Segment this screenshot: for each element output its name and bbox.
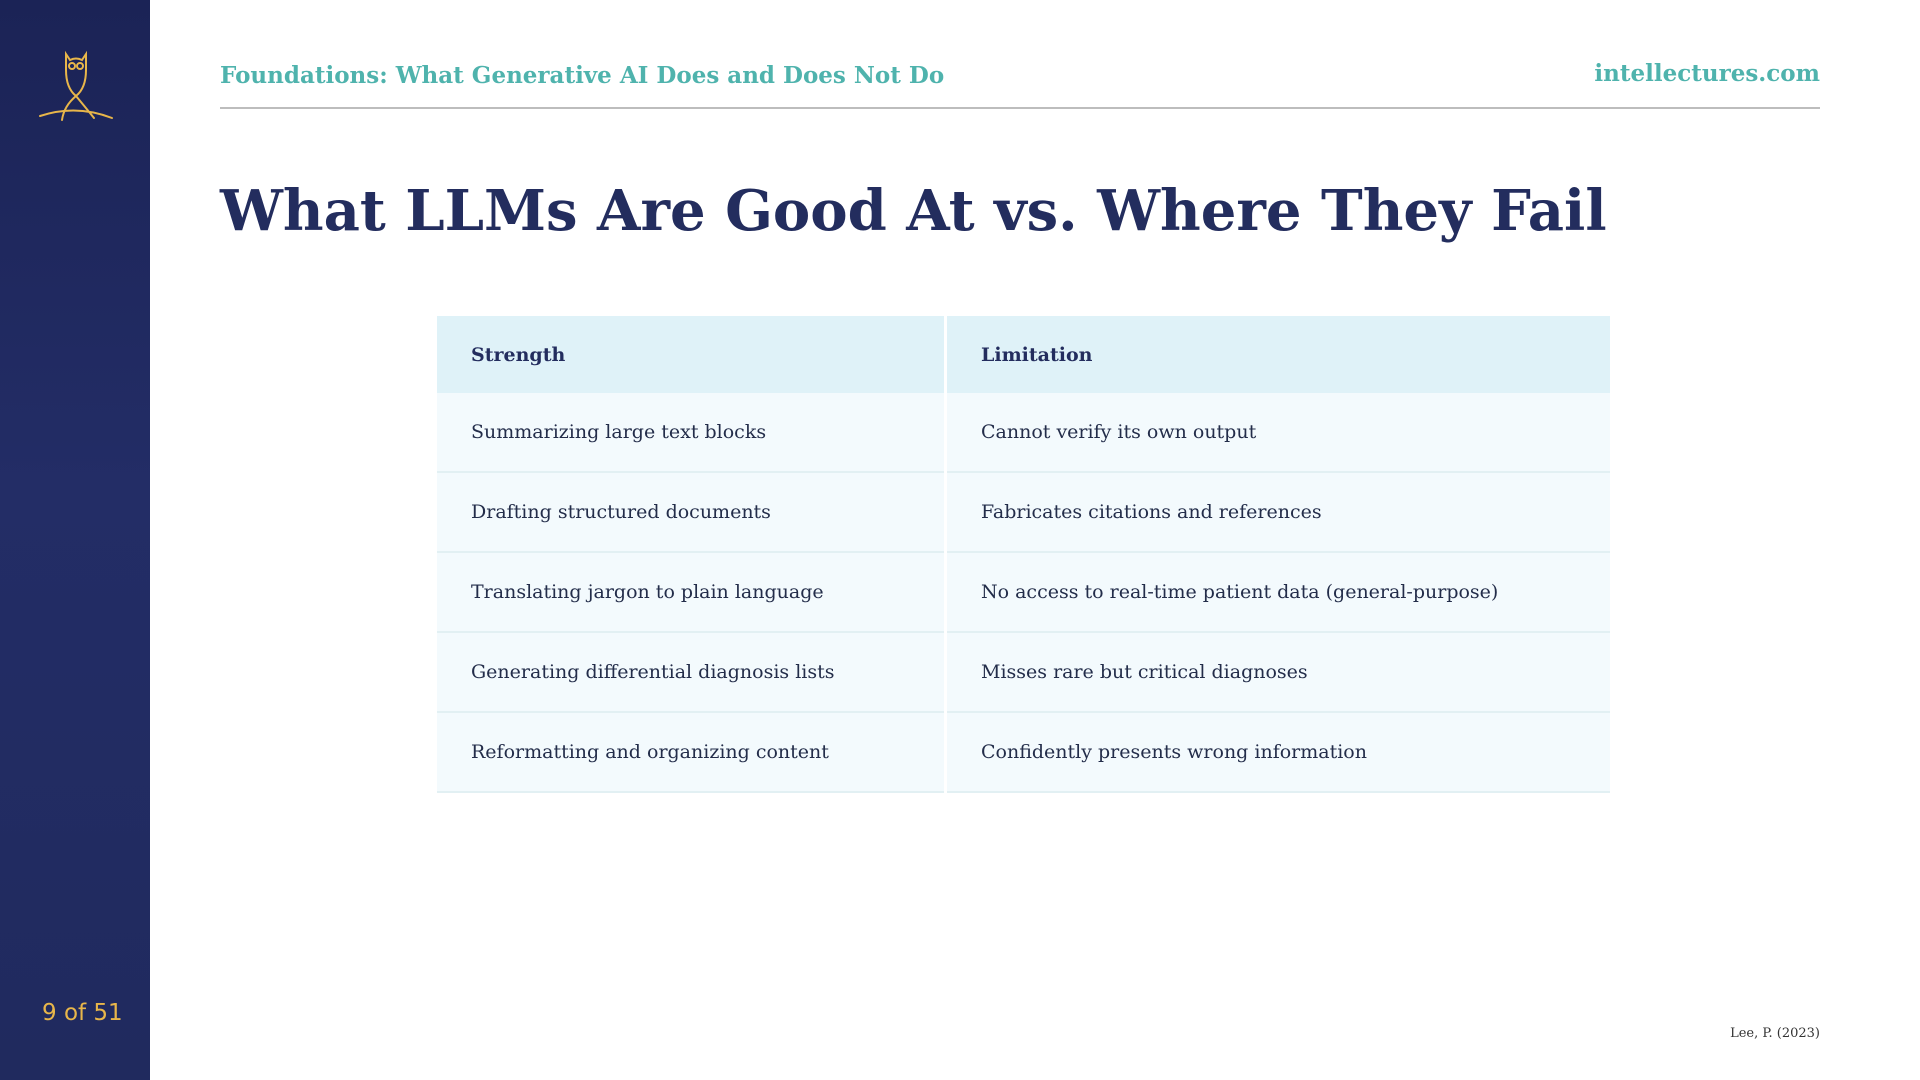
sidebar: 9 of 51 <box>0 0 150 1080</box>
page-number: 9 of 51 <box>42 1000 123 1026</box>
table-cell: Misses rare but critical diagnoses <box>945 632 1610 713</box>
table-cell: Summarizing large text blocks <box>437 393 947 473</box>
header-rule <box>220 107 1820 109</box>
table-cell: Cannot verify its own output <box>945 393 1610 473</box>
column-header: Limitation <box>945 316 1610 393</box>
section-title: Foundations: What Generative AI Does and… <box>220 62 945 89</box>
table-cell: Reformatting and organizing content <box>437 712 947 793</box>
site-name: intellectures.com <box>1594 60 1820 87</box>
table-row: Generating differential diagnosis lists M… <box>437 632 1610 713</box>
owl-logo <box>39 50 113 121</box>
table-cell: Fabricates citations and references <box>945 472 1610 553</box>
table-cell: Drafting structured documents <box>437 472 947 553</box>
table-cell: Translating jargon to plain language <box>437 552 947 633</box>
table-row: Translating jargon to plain language No a… <box>437 552 1610 633</box>
table-cell: No access to real-time patient data (gen… <box>945 552 1610 633</box>
table-row: Drafting structured documents Fabricates … <box>437 472 1610 553</box>
table-row: Summarizing large text blocks Cannot veri… <box>437 393 1610 473</box>
slide-title: What LLMs Are Good At vs. Where They Fai… <box>220 178 1607 244</box>
table-cell: Generating differential diagnosis lists <box>437 632 947 713</box>
table-row: Reformatting and organizing content Confi… <box>437 712 1610 793</box>
column-header: Strength <box>437 316 947 393</box>
table-cell: Confidently presents wrong information <box>945 712 1610 793</box>
header-row: Strength Limitation <box>437 316 1610 393</box>
citation: Lee, P. (2023) <box>1730 1026 1820 1041</box>
table-body: Summarizing large text blocks Cannot veri… <box>437 393 1610 793</box>
comparison-table: Strength Limitation Summarizing large tex… <box>437 316 1610 793</box>
